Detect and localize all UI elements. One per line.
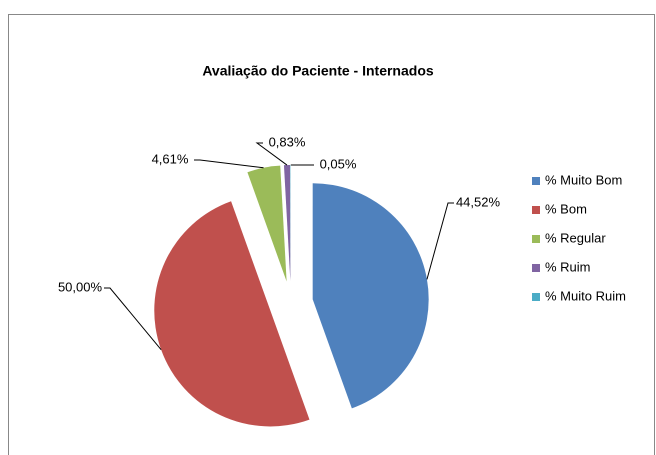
leader-line (426, 202, 454, 280)
data-label: 44,52% (456, 194, 501, 209)
pie-slice (283, 165, 291, 282)
legend-label: % Muito Ruim (545, 288, 626, 303)
data-label: 4,61% (152, 151, 189, 166)
legend-swatch (532, 264, 540, 272)
pie-slice (154, 201, 310, 427)
legend-swatch (532, 293, 540, 301)
legend-swatch (532, 177, 540, 185)
data-label: 0,05% (320, 156, 357, 171)
leader-line (194, 159, 264, 169)
legend-swatch (532, 206, 540, 214)
leader-line (255, 142, 288, 166)
pie-slice (247, 165, 287, 282)
legend-label: % Ruim (545, 259, 591, 274)
chart-title: Avaliação do Paciente - Internados (202, 63, 434, 79)
leader-line (104, 287, 162, 350)
legend-label: % Regular (545, 230, 606, 245)
pie-slice (312, 183, 429, 409)
data-label: 50,00% (58, 279, 103, 294)
legend-swatch (532, 235, 540, 243)
legend-label: % Bom (545, 201, 587, 216)
legend-label: % Muito Bom (545, 172, 622, 187)
data-label: 0,83% (269, 134, 306, 149)
